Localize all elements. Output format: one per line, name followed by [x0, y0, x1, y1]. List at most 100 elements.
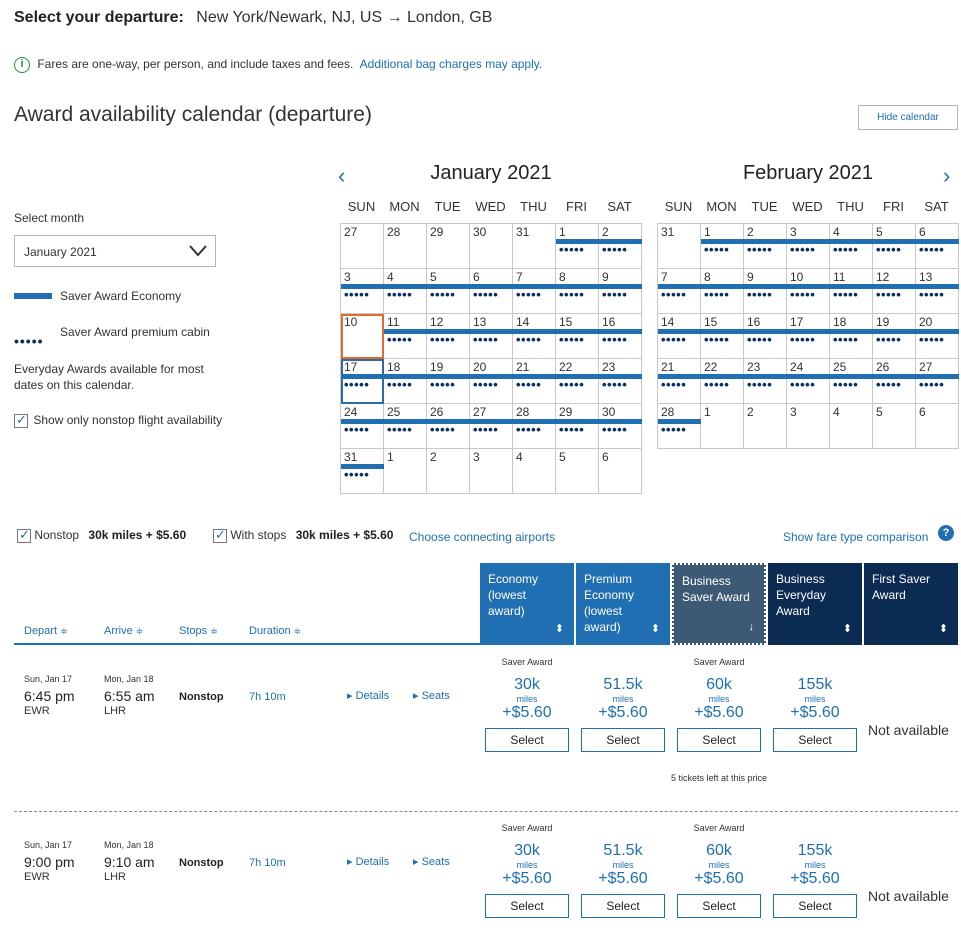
calendar-day[interactable]: 18 •••••	[384, 359, 427, 404]
fare-column-header[interactable]: Economy (lowest award) ⬍	[480, 563, 574, 645]
seats-link[interactable]: ▸ Seats	[413, 855, 450, 868]
calendar-day[interactable]: 5	[873, 404, 916, 449]
calendar-day[interactable]: 16 •••••	[599, 314, 642, 359]
calendar-day[interactable]: 25 •••••	[384, 404, 427, 449]
calendar-day[interactable]: 5 •••••	[427, 269, 470, 314]
calendar-day[interactable]: 29	[427, 224, 470, 269]
calendar-day[interactable]: 23 •••••	[744, 359, 787, 404]
calendar-day[interactable]: 6 •••••	[916, 224, 959, 269]
calendar-day[interactable]: 8 •••••	[701, 269, 744, 314]
sort-arrive[interactable]: Arrive ≑	[104, 625, 143, 637]
calendar-day[interactable]: 6 •••••	[470, 269, 513, 314]
select-fare-button[interactable]: Select	[581, 894, 665, 918]
calendar-day[interactable]: 20 •••••	[470, 359, 513, 404]
sort-stops[interactable]: Stops ≑	[179, 625, 218, 637]
calendar-day[interactable]: 10 •••••	[787, 269, 830, 314]
calendar-day[interactable]: 26 •••••	[873, 359, 916, 404]
calendar-day[interactable]: 31	[658, 224, 701, 269]
chevron-right-icon[interactable]: ›	[943, 163, 951, 188]
nonstop-filter[interactable]: Nonstop 30k miles + $5.60	[17, 527, 186, 543]
calendar-day[interactable]: 4	[830, 404, 873, 449]
calendar-day[interactable]: 24 •••••	[341, 404, 384, 449]
calendar-day[interactable]: 3	[470, 449, 513, 494]
calendar-day[interactable]: 11 •••••	[830, 269, 873, 314]
calendar-day[interactable]: 25 •••••	[830, 359, 873, 404]
calendar-day[interactable]: 17 •••••	[341, 359, 384, 404]
calendar-day[interactable]: 28 •••••	[513, 404, 556, 449]
fare-comparison-link[interactable]: Show fare type comparison	[783, 530, 929, 544]
select-fare-button[interactable]: Select	[773, 728, 857, 752]
fare-column-header[interactable]: Premium Economy (lowest award) ⬍	[576, 563, 670, 645]
calendar-day[interactable]: 14 •••••	[658, 314, 701, 359]
sort-duration[interactable]: Duration ≑	[249, 625, 301, 637]
seats-link[interactable]: ▸ Seats	[413, 689, 450, 702]
calendar-day[interactable]: 4 •••••	[384, 269, 427, 314]
calendar-day[interactable]: 27 •••••	[916, 359, 959, 404]
calendar-day[interactable]: 10	[341, 314, 384, 359]
select-fare-button[interactable]: Select	[677, 728, 761, 752]
calendar-day[interactable]: 5 •••••	[873, 224, 916, 269]
fare-column-header[interactable]: Business Saver Award ↓	[672, 563, 766, 645]
calendar-day[interactable]: 2 •••••	[599, 224, 642, 269]
calendar-day[interactable]: 26 •••••	[427, 404, 470, 449]
calendar-day[interactable]: 13 •••••	[470, 314, 513, 359]
nonstop-filter-checkbox[interactable]	[17, 527, 31, 543]
calendar-day[interactable]: 20 •••••	[916, 314, 959, 359]
bag-charges-link[interactable]: Additional bag charges may apply.	[359, 57, 543, 72]
calendar-day[interactable]: 13 •••••	[916, 269, 959, 314]
chevron-left-icon[interactable]: ‹	[338, 163, 346, 188]
calendar-day[interactable]: 28	[384, 224, 427, 269]
with-stops-filter[interactable]: With stops 30k miles + $5.60	[213, 527, 393, 543]
select-fare-button[interactable]: Select	[773, 894, 857, 918]
calendar-day[interactable]: 14 •••••	[513, 314, 556, 359]
calendar-day[interactable]: 18 •••••	[830, 314, 873, 359]
nonstop-only-option[interactable]: Show only nonstop flight availability	[14, 412, 222, 428]
details-link[interactable]: ▸ Details	[347, 855, 389, 868]
select-fare-button[interactable]: Select	[485, 728, 569, 752]
calendar-day[interactable]: 2	[744, 404, 787, 449]
calendar-day[interactable]: 31 •••••	[341, 449, 384, 494]
calendar-day[interactable]: 11 •••••	[384, 314, 427, 359]
calendar-day[interactable]: 31	[513, 224, 556, 269]
nonstop-only-checkbox[interactable]	[14, 412, 28, 428]
calendar-day[interactable]: 1 •••••	[701, 224, 744, 269]
calendar-day[interactable]: 1	[701, 404, 744, 449]
sort-depart[interactable]: Depart ≑	[24, 625, 68, 637]
calendar-day[interactable]: 27	[341, 224, 384, 269]
calendar-day[interactable]: 23 •••••	[599, 359, 642, 404]
calendar-day[interactable]: 6	[599, 449, 642, 494]
select-fare-button[interactable]: Select	[581, 728, 665, 752]
select-fare-button[interactable]: Select	[677, 894, 761, 918]
calendar-day[interactable]: 17 •••••	[787, 314, 830, 359]
calendar-day[interactable]: 15 •••••	[556, 314, 599, 359]
details-link[interactable]: ▸ Details	[347, 689, 389, 702]
calendar-day[interactable]: 29 •••••	[556, 404, 599, 449]
calendar-day[interactable]: 16 •••••	[744, 314, 787, 359]
calendar-day[interactable]: 27 •••••	[470, 404, 513, 449]
calendar-day[interactable]: 8 •••••	[556, 269, 599, 314]
select-fare-button[interactable]: Select	[485, 894, 569, 918]
calendar-day[interactable]: 3 •••••	[787, 224, 830, 269]
calendar-day[interactable]: 3 •••••	[341, 269, 384, 314]
hide-calendar-button[interactable]: Hide calendar	[858, 105, 958, 130]
calendar-day[interactable]: 6	[916, 404, 959, 449]
calendar-day[interactable]: 28 •••••	[658, 404, 701, 449]
calendar-day[interactable]: 19 •••••	[873, 314, 916, 359]
calendar-day[interactable]: 12 •••••	[427, 314, 470, 359]
calendar-day[interactable]: 30 •••••	[599, 404, 642, 449]
calendar-day[interactable]: 7 •••••	[513, 269, 556, 314]
calendar-day[interactable]: 9 •••••	[744, 269, 787, 314]
connecting-airports-link[interactable]: Choose connecting airports	[409, 530, 556, 544]
fare-column-header[interactable]: First Saver Award ⬍	[864, 563, 958, 645]
calendar-day[interactable]: 15 •••••	[701, 314, 744, 359]
calendar-day[interactable]: 22 •••••	[701, 359, 744, 404]
calendar-day[interactable]: 1 •••••	[556, 224, 599, 269]
month-select[interactable]: January 2021	[14, 235, 216, 267]
with-stops-filter-checkbox[interactable]	[213, 527, 227, 543]
calendar-day[interactable]: 7 •••••	[658, 269, 701, 314]
calendar-day[interactable]: 21 •••••	[658, 359, 701, 404]
calendar-day[interactable]: 3	[787, 404, 830, 449]
calendar-day[interactable]: 30	[470, 224, 513, 269]
calendar-day[interactable]: 24 •••••	[787, 359, 830, 404]
fare-column-header[interactable]: Business Everyday Award ⬍	[768, 563, 862, 645]
